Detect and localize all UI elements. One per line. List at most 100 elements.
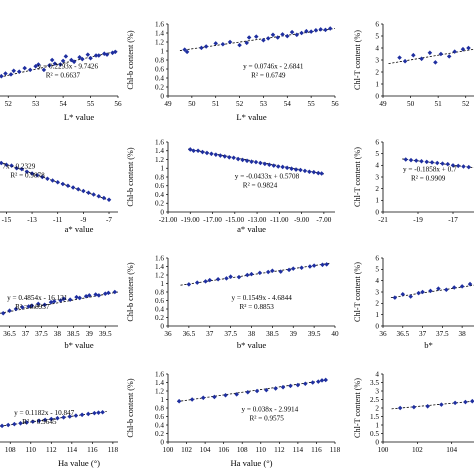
y-tick-label: 1.6 xyxy=(155,370,164,378)
r-squared-label: R² = 0.8937 xyxy=(15,303,50,311)
data-point xyxy=(466,45,471,51)
data-point xyxy=(323,377,328,383)
data-point xyxy=(436,286,441,291)
x-tick-label: 112 xyxy=(46,446,57,454)
y-tick-label: 1.6 xyxy=(155,20,164,28)
y-tick-label: 1.2 xyxy=(155,387,164,395)
y-tick-label: 0.6 xyxy=(155,297,164,305)
data-point xyxy=(228,274,233,279)
data-point xyxy=(199,45,204,51)
data-point xyxy=(36,62,41,67)
regression-equation: y = 0.038x - 2.9914 xyxy=(241,405,298,413)
x-axis-label: b* value xyxy=(64,340,94,350)
y-tick-label: 0.8 xyxy=(155,56,164,64)
data-point xyxy=(231,155,236,161)
x-tick-label: 39.5 xyxy=(308,330,321,338)
data-point xyxy=(200,395,206,401)
y-tick-label: 4 xyxy=(375,162,379,170)
trend-line xyxy=(391,400,474,410)
y-axis-label: Chl-b content (%) xyxy=(126,30,135,89)
data-point xyxy=(319,171,324,176)
data-point xyxy=(227,39,233,45)
y-tick-label: 0 xyxy=(160,208,164,216)
data-point xyxy=(245,390,251,395)
y-tick-label: 5 xyxy=(375,266,379,274)
x-tick-label: 52 xyxy=(236,100,244,108)
trend-line xyxy=(179,28,336,51)
regression-equation: y = 0.1182x - 10.847 xyxy=(14,409,74,417)
data-point xyxy=(289,29,295,35)
y-tick-label: 1.5 xyxy=(370,413,379,421)
data-point xyxy=(446,54,452,59)
regression-equation: y = -0.0433x + 0.5708 xyxy=(235,172,300,180)
x-axis-label: Ha value (°) xyxy=(230,458,272,468)
x-tick-label: 38 xyxy=(54,330,62,338)
data-point xyxy=(327,26,333,31)
data-point xyxy=(7,308,12,313)
x-tick-label: 55 xyxy=(87,100,95,108)
data-point xyxy=(254,388,260,394)
x-tick-label: -17.00 xyxy=(203,216,222,224)
y-tick-label: 3 xyxy=(375,173,379,181)
data-point xyxy=(61,296,67,302)
y-tick-label: 0.8 xyxy=(155,404,164,412)
data-point xyxy=(40,174,45,180)
y-tick-label: 1.6 xyxy=(155,138,164,146)
data-point xyxy=(0,310,6,316)
y-tick-label: 1.2 xyxy=(155,271,164,279)
data-point xyxy=(280,164,285,170)
x-tick-label: 51 xyxy=(212,100,220,108)
x-tick-label: 40 xyxy=(331,330,339,338)
data-point xyxy=(8,72,14,77)
data-point xyxy=(93,292,98,297)
x-tick-label: 106 xyxy=(218,446,229,454)
data-point xyxy=(439,402,444,407)
r-squared-label: R² = 0.9824 xyxy=(243,181,278,189)
data-point xyxy=(235,156,241,162)
data-point xyxy=(413,158,419,163)
regression-equation: y = 0.1549x - 4.6844 xyxy=(231,294,292,302)
data-point xyxy=(70,185,76,190)
data-point xyxy=(254,34,259,39)
data-point xyxy=(419,56,424,62)
data-point xyxy=(307,169,312,175)
data-point xyxy=(52,61,58,66)
data-point xyxy=(319,378,325,383)
x-tick-label: 36 xyxy=(164,330,172,338)
data-point xyxy=(11,68,16,74)
x-tick-label: 50 xyxy=(407,100,415,108)
data-point xyxy=(112,49,118,55)
data-point xyxy=(288,383,293,389)
trend-line xyxy=(390,284,474,299)
data-point xyxy=(207,277,213,283)
data-point xyxy=(73,413,79,418)
x-tick-label: 118 xyxy=(330,446,341,454)
x-tick-label: 36 xyxy=(379,330,387,338)
data-point xyxy=(452,400,458,406)
y-tick-label: 3 xyxy=(375,56,379,64)
x-tick-label: -19 xyxy=(413,216,423,224)
x-tick-label: -21.00 xyxy=(159,216,178,224)
data-point xyxy=(316,379,321,384)
data-point xyxy=(397,405,403,411)
data-point xyxy=(270,32,276,38)
data-point xyxy=(41,67,47,73)
data-point xyxy=(79,412,85,418)
x-axis-label: L* value xyxy=(64,112,94,122)
x-tick-label: -15.00 xyxy=(226,216,245,224)
data-point xyxy=(411,404,417,410)
data-point xyxy=(392,295,398,300)
x-tick-label: 36.5 xyxy=(396,330,409,338)
data-point xyxy=(444,287,449,292)
x-tick-label: 104 xyxy=(446,446,457,454)
r-squared-label: R² = 0.9878 xyxy=(10,172,45,180)
y-tick-label: 0 xyxy=(160,92,164,100)
data-point xyxy=(27,67,33,73)
y-tick-label: 0.8 xyxy=(155,173,164,181)
trend-line xyxy=(388,48,474,64)
data-point xyxy=(236,274,242,280)
data-point xyxy=(96,410,101,415)
data-point xyxy=(77,55,82,60)
